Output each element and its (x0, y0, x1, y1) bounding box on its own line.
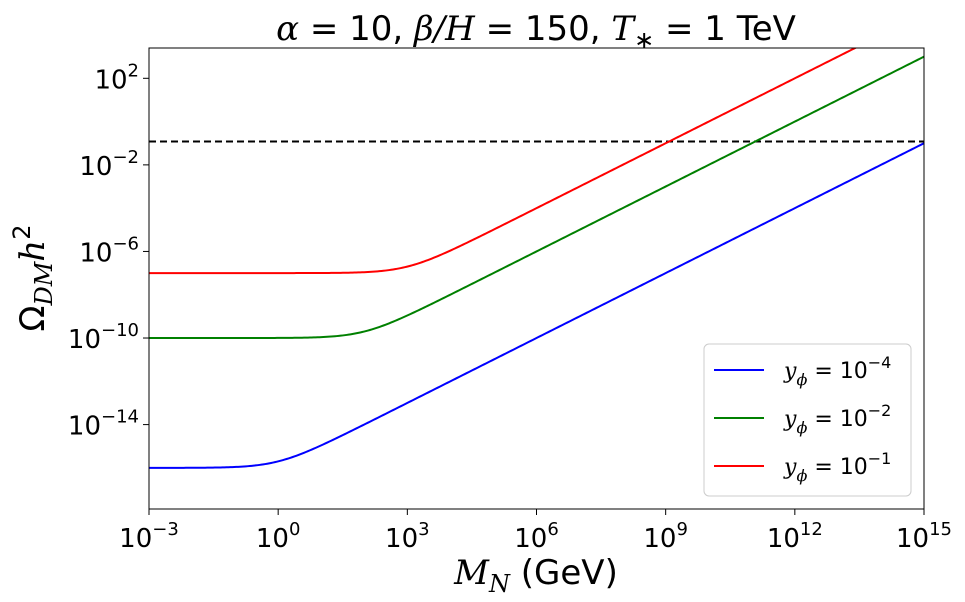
series-line-yphi_1e-1 (149, 48, 858, 275)
legend-label-yphi_1e-4: yϕ = 10−4 (783, 353, 891, 389)
x-label-subscript: N (488, 570, 511, 598)
series-line-yphi_1e-4 (149, 142, 924, 469)
title-beta-symbol: β/H (412, 9, 476, 49)
chart-title: α = 10, β/H = 150, T∗ = 1 TeV (276, 9, 796, 54)
y-axis-label: ΩDMh2 (8, 225, 58, 332)
y-tick-label: 10−14 (68, 407, 139, 442)
legend-box (703, 343, 912, 497)
y-label-superscript: 2 (8, 225, 36, 240)
legend-label-yphi_1e-2: yϕ = 10−2 (783, 401, 891, 437)
title-alpha-value: = 10, (299, 9, 414, 49)
title-alpha-symbol: α (276, 9, 299, 49)
x-tick-label: 103 (385, 519, 430, 554)
x-tick-label: 1012 (767, 519, 823, 554)
y-label-symbol: Ω (13, 306, 53, 332)
legend: yϕ = 10−4 yϕ = 10−2 yϕ = 10−1 (703, 343, 912, 497)
series-line-yphi_1e-2 (149, 55, 924, 340)
x-tick-label: 10−3 (119, 519, 179, 554)
y-tick-label: 10−2 (79, 147, 139, 182)
x-label-symbol: M (453, 553, 490, 593)
title-t-symbol: T (611, 9, 636, 49)
y-axis: 102 10−2 10−6 10−10 10−14 (68, 60, 149, 442)
x-tick-label: 109 (643, 519, 688, 554)
y-label-subscript: DM (30, 260, 58, 306)
title-t-subscript: ∗ (634, 26, 654, 54)
legend-label-yphi_1e-1: yϕ = 10−1 (783, 449, 891, 485)
x-tick-label: 1015 (896, 519, 952, 554)
y-tick-label: 102 (94, 60, 139, 95)
title-t-value: = 1 TeV (654, 9, 796, 49)
y-label-h: h (13, 240, 53, 262)
x-tick-label: 106 (514, 519, 559, 554)
x-axis: 10−3 100 103 106 109 1012 1015 (119, 509, 952, 554)
x-label-unit: (GeV) (510, 553, 618, 593)
y-tick-label: 10−10 (68, 320, 139, 355)
x-tick-label: 100 (256, 519, 301, 554)
x-axis-label: MN (GeV) (453, 553, 618, 598)
y-tick-label: 10−6 (79, 233, 139, 268)
title-beta-value: = 150, (475, 9, 612, 49)
